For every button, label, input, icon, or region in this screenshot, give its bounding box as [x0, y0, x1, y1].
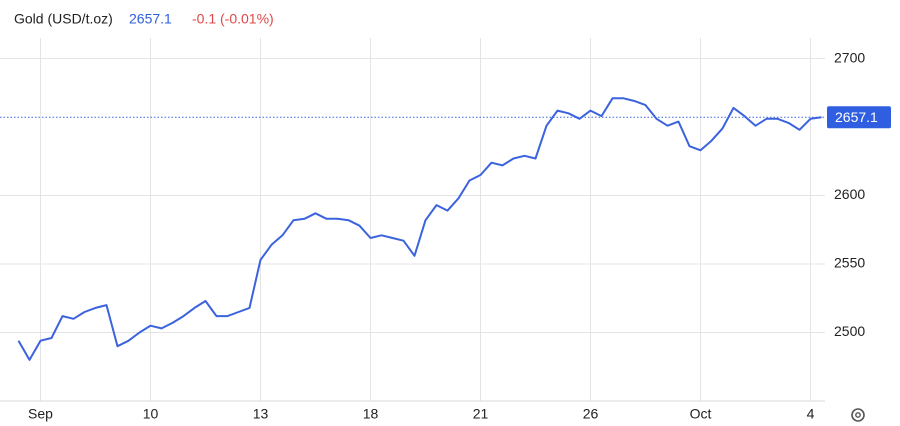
x-tick-label: 26 [583, 406, 599, 422]
chart-title: Gold (USD/t.oz) [14, 11, 113, 27]
price-line [17, 97, 822, 361]
price-tag: 2657.1 [827, 106, 891, 129]
last-price: 2657.1 [129, 11, 172, 27]
price-change: -0.1 (-0.01%) [192, 11, 274, 27]
y-tick-label: 2700 [834, 49, 865, 65]
price-tag-box [827, 106, 891, 129]
x-tick-label: Oct [690, 406, 712, 422]
x-tick-label: 13 [253, 406, 269, 422]
y-tick-label: 2500 [834, 323, 865, 339]
x-tick-label: Sep [28, 406, 53, 422]
gear-hub [855, 412, 861, 418]
settings-icon[interactable] [851, 408, 865, 422]
gear-ring [851, 408, 865, 422]
y-tick-label: 2550 [834, 255, 865, 271]
x-tick-label: 21 [473, 406, 489, 422]
y-tick-label: 2600 [834, 186, 865, 202]
x-tick-label: 18 [363, 406, 379, 422]
x-tick-label: 4 [807, 406, 815, 422]
price-tag-label: 2657.1 [835, 109, 878, 125]
x-tick-label: 10 [143, 406, 159, 422]
